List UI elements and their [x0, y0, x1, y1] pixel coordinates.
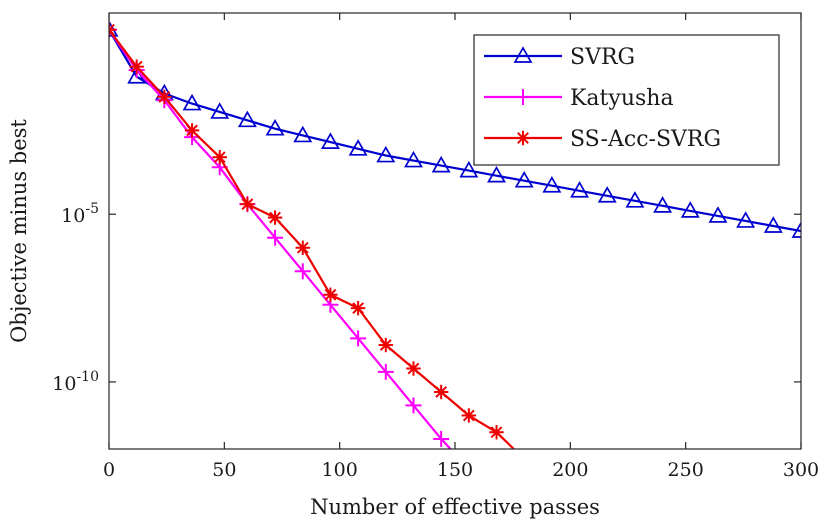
data-point-svrg: [376, 145, 396, 163]
data-point-ss-acc-svrg: [267, 210, 283, 225]
data-point-ss-acc-svrg: [212, 150, 227, 165]
data-point-svrg: [570, 181, 590, 198]
marker-stroke: [109, 23, 115, 32]
data-point-svrg: [653, 196, 673, 213]
data-point-ss-acc-svrg: [295, 240, 310, 255]
legend-marker-katyusha: [515, 89, 531, 105]
legend-marker-ss-acc-svrg: [515, 130, 531, 146]
x-tick-label: 0: [103, 459, 115, 481]
data-point-svrg: [348, 139, 368, 156]
marker-stroke: [435, 386, 448, 398]
marker-stroke: [186, 124, 198, 137]
data-point-ss-acc-svrg: [378, 337, 393, 353]
data-point-katyusha: [294, 263, 311, 280]
series-layer: [109, 20, 801, 449]
data-point-ss-acc-svrg: [323, 287, 338, 302]
legend: SVRG Katyusha SS-Acc-SVRG: [473, 34, 780, 166]
legend-label-ss-acc-svrg: SS-Acc-SVRG: [570, 127, 721, 152]
x-tick-label: 50: [212, 459, 236, 481]
data-point-svrg: [763, 216, 783, 233]
data-point-svrg: [320, 132, 340, 149]
data-point-katyusha: [350, 330, 367, 347]
ticks-layer: 0 50 100 150 200 250 300 10-5 10-10: [52, 13, 819, 481]
data-point-svrg: [680, 201, 700, 218]
data-point-svrg: [265, 118, 285, 136]
marker-stroke: [517, 132, 529, 144]
data-point-ss-acc-svrg: [461, 408, 477, 423]
data-point-svrg: [708, 206, 728, 223]
data-point-svrg: [431, 155, 451, 173]
data-point-svrg: [736, 211, 756, 228]
marker-stroke: [269, 211, 281, 224]
x-tick-label: 100: [322, 459, 358, 481]
legend-label-svrg: SVRG: [570, 45, 635, 70]
data-point-ss-acc-svrg: [350, 300, 366, 316]
marker-stroke: [407, 362, 420, 375]
data-point-svrg: [791, 221, 801, 238]
data-point-svrg: [625, 191, 645, 208]
x-tick-label: 200: [552, 459, 588, 481]
data-point-ss-acc-svrg: [406, 361, 421, 376]
data-point-svrg: [514, 170, 534, 188]
marker-stroke: [462, 409, 475, 422]
data-point-ss-acc-svrg: [240, 196, 255, 212]
data-point-ss-acc-svrg: [129, 59, 144, 74]
data-point-svrg: [237, 110, 257, 128]
marker-stroke: [213, 151, 226, 164]
legend-marker-svrg: [513, 46, 533, 63]
marker-stroke: [490, 426, 503, 439]
legend-label-katyusha: Katyusha: [570, 86, 674, 111]
marker-stroke: [352, 302, 365, 315]
data-point-ss-acc-svrg: [489, 425, 504, 440]
data-point-katyusha: [377, 363, 394, 380]
marker-stroke: [241, 198, 254, 211]
marker-stroke: [324, 288, 337, 301]
data-point-ss-acc-svrg: [433, 384, 449, 400]
y-tick-label: 10-5: [61, 201, 99, 227]
data-point-svrg: [459, 160, 479, 178]
data-point-svrg: [597, 186, 617, 203]
y-axis-label: Objective minus best: [7, 119, 31, 343]
marker-stroke: [158, 90, 171, 103]
data-point-ss-acc-svrg: [109, 22, 117, 37]
data-point-svrg: [487, 165, 506, 183]
data-point-katyusha: [267, 229, 284, 246]
data-point-svrg: [293, 125, 313, 143]
marker-stroke: [130, 60, 143, 73]
marker-stroke: [296, 241, 309, 254]
data-point-svrg: [182, 93, 202, 111]
y-tick-label: 10-10: [52, 369, 99, 395]
data-point-katyusha: [433, 430, 450, 447]
data-point-ss-acc-svrg: [184, 123, 200, 138]
data-point-ss-acc-svrg: [157, 89, 172, 105]
marker-stroke: [109, 28, 115, 36]
x-tick-label: 250: [668, 459, 704, 481]
data-point-svrg: [210, 102, 230, 119]
data-point-svrg: [404, 150, 423, 168]
data-point-katyusha: [405, 397, 422, 414]
x-tick-label: 300: [783, 459, 819, 481]
data-point-svrg: [542, 176, 562, 193]
marker-stroke: [379, 339, 392, 351]
x-axis-label: Number of effective passes: [310, 495, 600, 519]
x-tick-label: 150: [437, 459, 473, 481]
